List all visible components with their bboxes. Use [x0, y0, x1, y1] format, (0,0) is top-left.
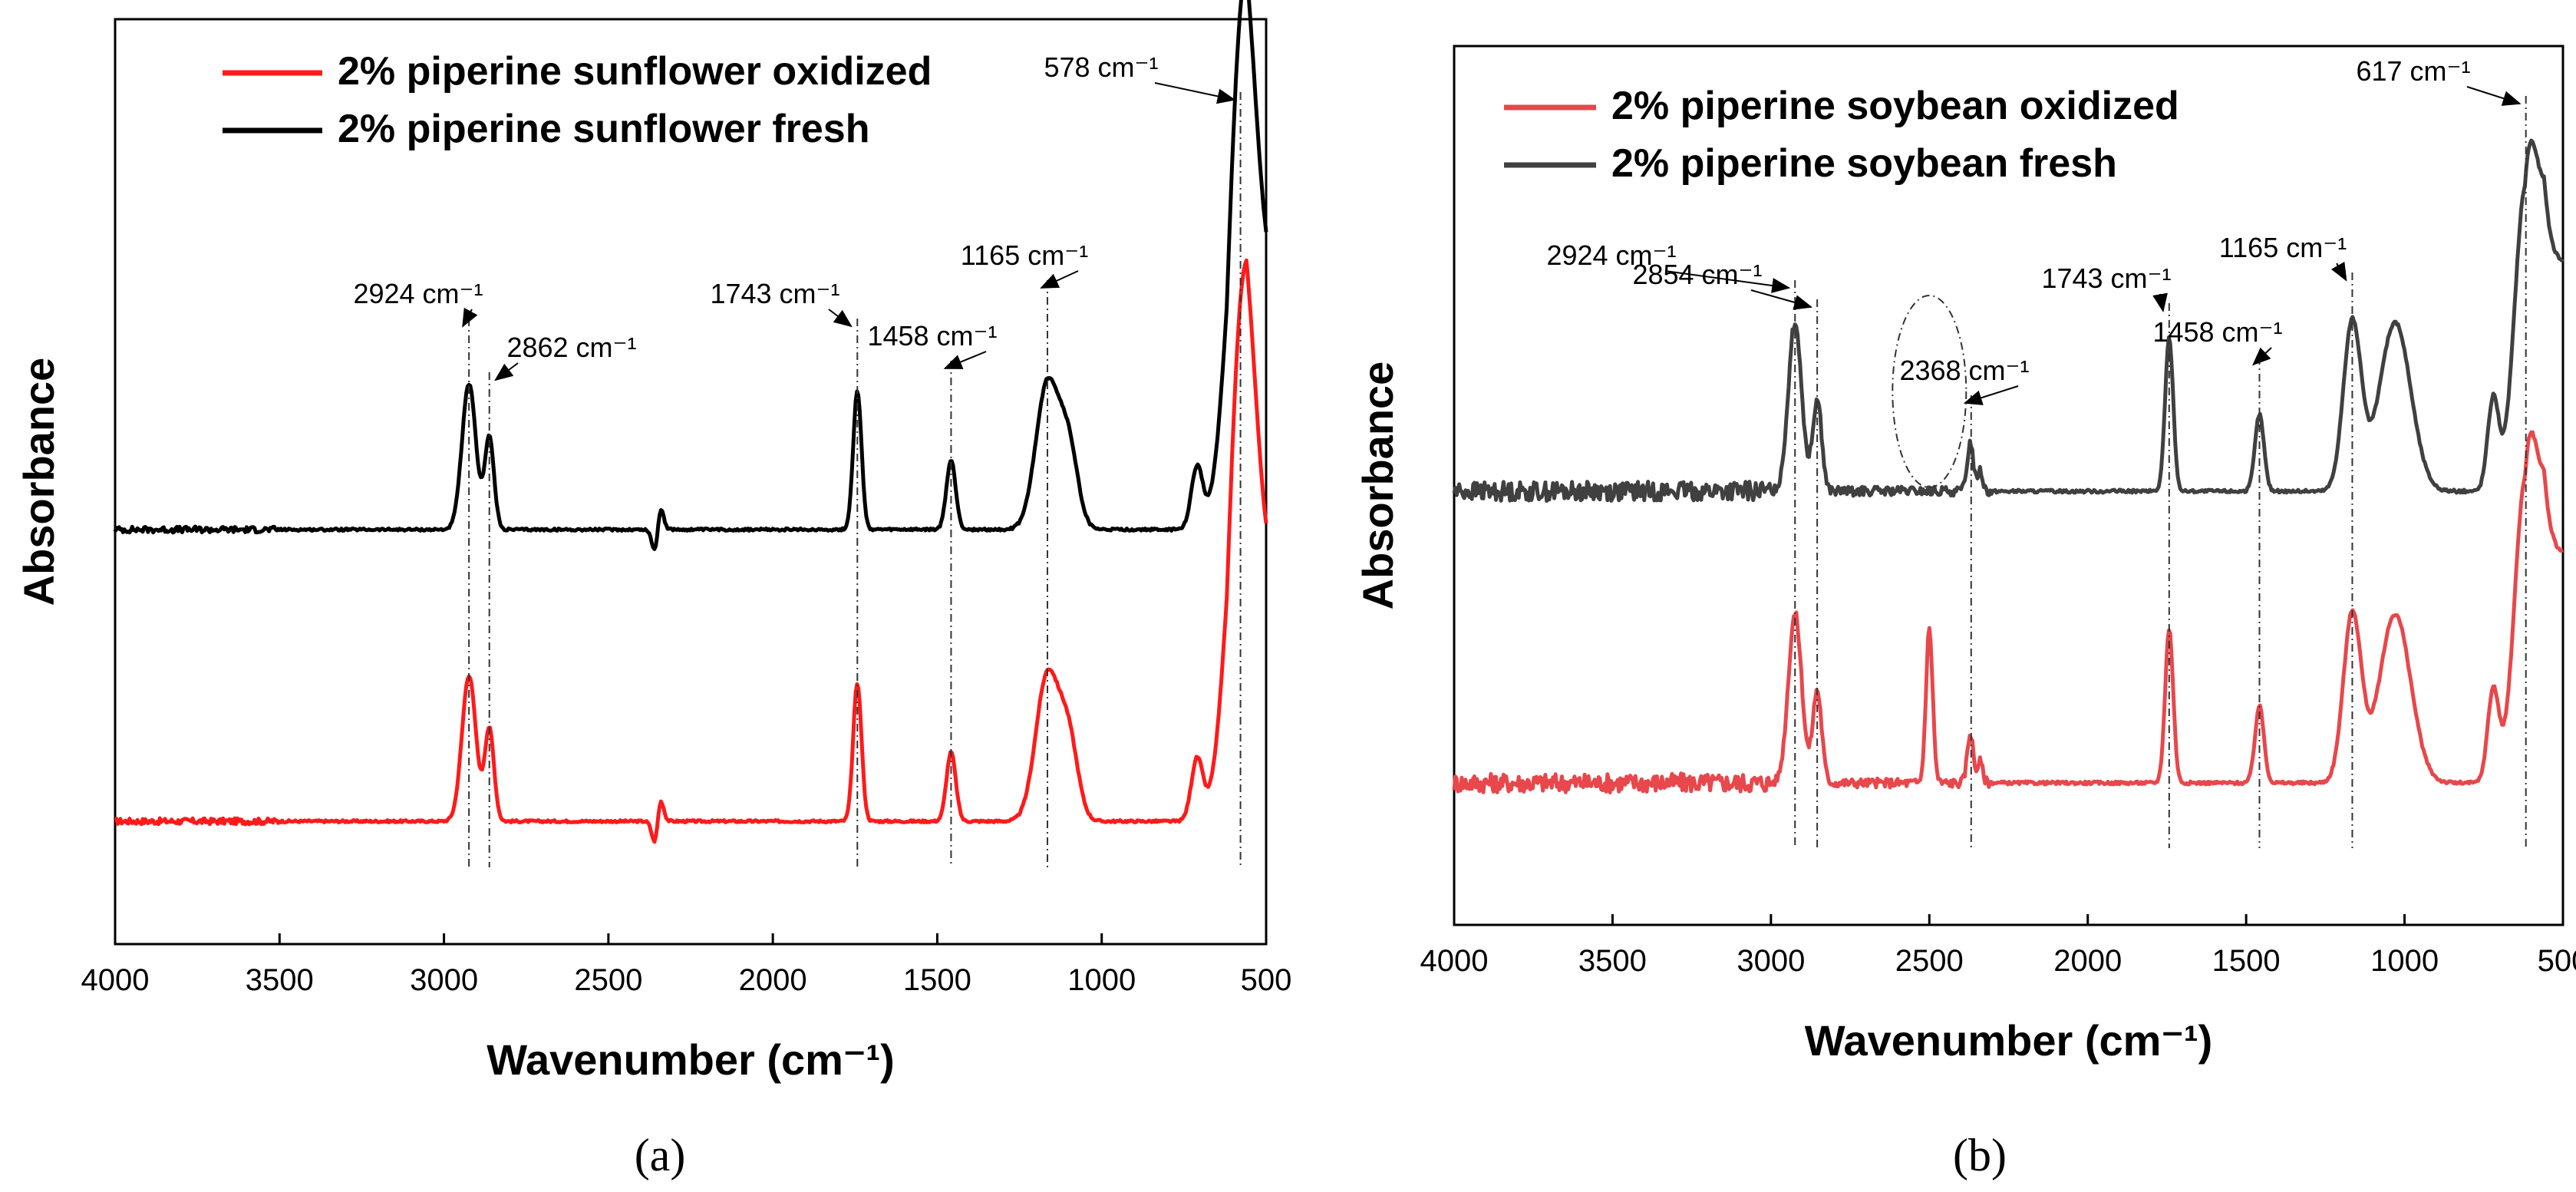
peak-annotation: 2854 cm⁻¹ [1632, 259, 1762, 290]
highlight-ellipse [1892, 295, 1967, 488]
peak-annotation: 1743 cm⁻¹ [2041, 263, 2171, 294]
x-tick-label: 1000 [2370, 944, 2439, 978]
series-line-fresh [1452, 138, 2564, 503]
peak-annotation: 1165 cm⁻¹ [961, 239, 1088, 271]
peak-annotation: 2924 cm⁻¹ [1546, 239, 1676, 271]
legend-label: 2% piperine soybean fresh [1611, 141, 2117, 186]
legend-label: 2% piperine sunflower fresh [338, 107, 870, 151]
x-tick-label: 4000 [81, 963, 150, 997]
peak-arrow [494, 362, 519, 381]
peak-arrow [2330, 261, 2347, 282]
x-axis-title: Wavenumber (cm⁻¹) [487, 1035, 895, 1084]
peak-annotation: 2924 cm⁻¹ [353, 278, 483, 309]
x-tick-label: 2500 [1895, 944, 1964, 978]
x-axis-title: Wavenumber (cm⁻¹) [1805, 1016, 2213, 1065]
x-tick-label: 2000 [739, 963, 807, 997]
legend-label: 2% piperine soybean oxidized [1611, 84, 2179, 128]
peak-arrow [1154, 82, 1236, 104]
peak-annotation: 1458 cm⁻¹ [867, 320, 997, 352]
peak-arrow [2152, 292, 2168, 312]
panel-caption: (b) [1953, 1130, 2007, 1180]
panel-caption: (a) [635, 1130, 686, 1180]
peak-arrow [1750, 289, 1813, 310]
peak-arrow [2466, 86, 2522, 106]
x-tick-label: 1000 [1067, 963, 1136, 997]
peak-annotation: 1165 cm⁻¹ [2219, 232, 2347, 263]
peak-annotation: 578 cm⁻¹ [1044, 51, 1158, 83]
x-tick-label: 2500 [574, 963, 642, 997]
x-tick-label: 500 [1241, 963, 1292, 997]
x-tick-label: 500 [2538, 944, 2576, 978]
x-tick-label: 1500 [2212, 944, 2281, 978]
peak-arrow [1040, 270, 1079, 289]
peak-arrow [2252, 347, 2272, 366]
series-line-oxidized [114, 258, 1268, 844]
peak-annotation: 1458 cm⁻¹ [2152, 316, 2282, 348]
panel-a: 4000 3500 3000 2500 2000 1500 1000 500 Wavenumbe… [15, 0, 1291, 1180]
x-tick-label: 1500 [903, 963, 971, 997]
y-axis-title: Absorbance [1354, 362, 1402, 610]
peak-arrow [828, 309, 853, 328]
peak-annotation: 1743 cm⁻¹ [710, 278, 839, 309]
peak-arrow [943, 351, 987, 369]
x-tick-label: 3000 [410, 963, 478, 997]
y-axis-title: Absorbance [15, 358, 63, 606]
x-tick-label: 3000 [1737, 944, 1805, 978]
peak-arrow [462, 307, 478, 328]
peak-annotation: 617 cm⁻¹ [2356, 55, 2470, 87]
series-line-oxidized [1452, 430, 2564, 794]
legend-label: 2% piperine sunflower oxidized [338, 49, 932, 94]
peak-arrow [1963, 385, 2019, 405]
panel-b: 4000 3500 3000 2500 2000 1500 1000 500 Wavenumbe… [1354, 45, 2576, 1180]
peak-annotation: 2862 cm⁻¹ [506, 332, 636, 363]
x-tick-label: 2000 [2053, 944, 2122, 978]
x-tick-label: 3500 [1578, 944, 1647, 978]
plot-frame [114, 18, 1268, 946]
x-tick-label: 4000 [1420, 944, 1489, 978]
peak-arrow [1664, 270, 1791, 293]
plot-frame [1453, 45, 2564, 926]
series-line-fresh [113, 0, 1268, 551]
x-tick-label: 3500 [246, 963, 314, 997]
